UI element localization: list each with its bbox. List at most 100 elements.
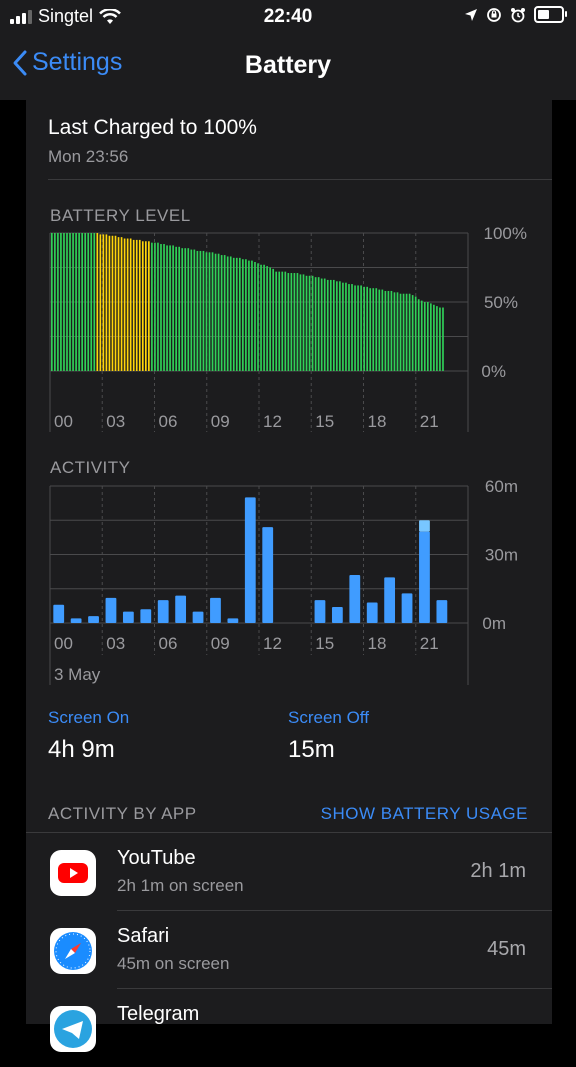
screen-on-bar bbox=[244, 497, 256, 623]
battery-bar bbox=[348, 284, 350, 371]
battery-bar bbox=[360, 285, 362, 371]
battery-bar bbox=[72, 233, 74, 371]
battery-bar bbox=[408, 293, 411, 371]
battery-bar bbox=[93, 233, 96, 371]
app-row-safari[interactable]: Safari 45m on screen 45m bbox=[26, 911, 552, 989]
activity-label: ACTIVITY bbox=[50, 458, 131, 477]
y-tick-label: 0m bbox=[482, 614, 506, 633]
app-name: YouTube bbox=[117, 847, 196, 869]
battery-bar bbox=[299, 274, 302, 371]
battery-bar bbox=[172, 245, 174, 371]
battery-bar bbox=[69, 233, 71, 371]
app-row-telegram[interactable]: Telegram bbox=[26, 989, 552, 1067]
battery-bar bbox=[120, 237, 123, 371]
battery-bar bbox=[117, 237, 120, 371]
battery-card: Last Charged to 100% Mon 23:56 BATTERY L… bbox=[26, 100, 552, 1052]
right-margin bbox=[552, 100, 576, 1024]
battery-bar bbox=[129, 238, 132, 371]
battery-bar bbox=[108, 235, 111, 371]
x-tick-label: 12 bbox=[263, 634, 282, 653]
battery-bar bbox=[169, 245, 171, 371]
app-row-youtube[interactable]: YouTube 2h 1m on screen 2h 1m bbox=[26, 833, 552, 911]
battery-bar bbox=[296, 273, 299, 371]
screen-on-bar bbox=[227, 618, 239, 623]
carrier-name: Singtel bbox=[38, 6, 94, 26]
battery-bar bbox=[63, 233, 65, 371]
battery-bar bbox=[232, 257, 235, 371]
battery-bar bbox=[193, 249, 196, 371]
battery-bar bbox=[275, 271, 278, 371]
x-tick-label: 15 bbox=[315, 412, 334, 431]
screen-on-bar bbox=[210, 597, 221, 623]
battery-bar bbox=[190, 249, 193, 371]
battery-bar bbox=[305, 275, 308, 371]
page-title: Battery bbox=[244, 51, 332, 79]
battery-bar bbox=[175, 246, 177, 371]
battery-bar bbox=[184, 248, 187, 371]
battery-bar bbox=[132, 239, 135, 371]
battery-bar bbox=[384, 290, 387, 371]
back-button[interactable]: Settings bbox=[12, 48, 122, 77]
battery-bar bbox=[60, 233, 62, 371]
battery-bar bbox=[166, 245, 168, 371]
left-margin bbox=[0, 100, 26, 1024]
battery-bar bbox=[217, 253, 220, 371]
battery-bar bbox=[420, 300, 423, 371]
battery-bar bbox=[387, 290, 390, 371]
x-tick-label: 06 bbox=[159, 412, 178, 431]
battery-bar bbox=[90, 233, 93, 371]
battery-bar bbox=[226, 256, 229, 371]
screen-on-bar bbox=[331, 607, 343, 623]
x-tick-label: 06 bbox=[159, 634, 178, 653]
battery-bar bbox=[220, 255, 223, 371]
screen-on-bar bbox=[314, 600, 326, 623]
battery-bar bbox=[442, 307, 444, 371]
show-battery-usage-button[interactable]: SHOW BATTERY USAGE bbox=[320, 804, 528, 823]
battery-bar bbox=[323, 278, 326, 371]
battery-bar bbox=[141, 241, 144, 371]
battery-bar bbox=[266, 266, 268, 371]
battery-bar bbox=[157, 242, 159, 371]
carrier-group: Singtel bbox=[10, 6, 121, 27]
y-tick-label: 50% bbox=[484, 293, 518, 312]
chevron-left-icon bbox=[13, 50, 27, 75]
activity-by-app-label: ACTIVITY BY APP bbox=[48, 804, 197, 823]
battery-bar bbox=[160, 244, 162, 371]
battery-bar bbox=[357, 285, 359, 371]
date-label: 3 May bbox=[54, 665, 101, 684]
battery-bar bbox=[208, 252, 211, 371]
screen-on-bar bbox=[140, 609, 152, 623]
last-charged-title: Last Charged to 100% bbox=[48, 116, 257, 139]
battery-bar bbox=[223, 255, 226, 371]
screen-on-bar bbox=[175, 595, 187, 623]
clock: 22:40 bbox=[263, 6, 313, 27]
status-bar: Singtel 22:40 bbox=[0, 0, 576, 34]
battery-bar bbox=[81, 233, 83, 371]
screen-on-label: Screen On bbox=[48, 708, 130, 727]
battery-bar bbox=[214, 253, 217, 371]
screen-off-value: 15m bbox=[288, 736, 335, 763]
battery-bar bbox=[287, 273, 290, 371]
battery-bar bbox=[181, 248, 184, 371]
battery-bar bbox=[311, 275, 314, 371]
battery-bar bbox=[439, 307, 441, 371]
battery-bar bbox=[123, 238, 126, 371]
battery-bar bbox=[363, 286, 365, 371]
orientation-lock-icon bbox=[487, 7, 501, 22]
app-name: Safari bbox=[117, 925, 170, 947]
battery-bar bbox=[436, 306, 438, 371]
app-usage-time: 45m bbox=[487, 938, 526, 960]
x-tick-label: 18 bbox=[368, 412, 387, 431]
battery-bar bbox=[317, 277, 320, 371]
x-tick-label: 12 bbox=[263, 412, 282, 431]
battery-bar bbox=[54, 233, 56, 371]
battery-bar bbox=[66, 233, 68, 371]
screen-off-bar bbox=[419, 520, 430, 532]
battery-bar bbox=[251, 260, 253, 371]
divider bbox=[117, 910, 552, 911]
screen-on-bar bbox=[192, 611, 204, 623]
screen-on-bar bbox=[70, 618, 82, 623]
back-label: Settings bbox=[32, 48, 123, 76]
battery-bar bbox=[248, 260, 250, 371]
battery-bar bbox=[260, 264, 262, 371]
